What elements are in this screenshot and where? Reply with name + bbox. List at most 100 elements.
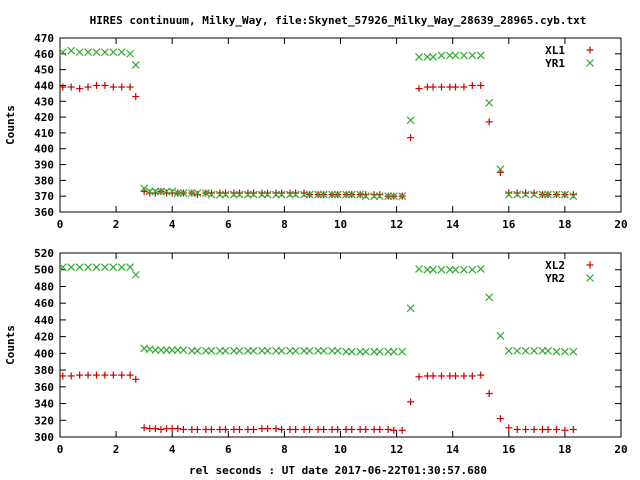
bottom-data-point [59, 372, 67, 380]
bottom-series-xl2 [59, 371, 577, 434]
bottom-data-point [362, 425, 370, 433]
top-data-point [452, 83, 460, 91]
x-axis-label: rel seconds : UT date 2017-06-22T01:30:5… [189, 464, 487, 477]
bottom-panel: 300 320 340 360 380 400 420 440 460 480 500 520 0 2 4 6… [4, 247, 628, 456]
bottom-x-tick-label: 10 [334, 443, 347, 456]
bottom-data-point [162, 346, 171, 354]
bottom-data-point [250, 425, 258, 433]
bottom-data-point [552, 425, 560, 433]
bottom-data-point [437, 372, 445, 380]
bottom-y-tick-label: 460 [34, 297, 54, 310]
top-data-point [530, 189, 538, 197]
bottom-data-point [193, 346, 202, 355]
top-y-tick-label: 460 [34, 48, 54, 61]
top-data-point [291, 190, 300, 199]
top-data-point [263, 190, 272, 199]
top-data-point [406, 116, 415, 125]
top-data-point [375, 192, 384, 201]
bottom-data-point [300, 346, 308, 355]
top-data-point [319, 190, 328, 199]
top-data-point [84, 83, 92, 91]
bottom-data-point [429, 372, 437, 380]
bottom-data-point [569, 425, 577, 433]
bottom-data-point [314, 346, 322, 355]
bottom-data-point [544, 425, 552, 433]
top-x-tick-label: 16 [502, 218, 516, 231]
bottom-data-point [560, 347, 569, 356]
top-y-tick-label: 440 [34, 79, 54, 92]
bottom-axes: 300 320 340 360 380 400 420 440 460 480 500 520 0 2 4 6… [34, 247, 628, 456]
bottom-data-point [348, 425, 356, 433]
top-data-point [278, 189, 286, 197]
bottom-data-point [157, 425, 165, 433]
bottom-x-tick-label: 20 [614, 443, 627, 456]
bottom-data-point [132, 375, 140, 383]
top-data-point [236, 189, 244, 197]
bottom-data-point [101, 371, 109, 379]
bottom-data-point [244, 346, 252, 355]
bottom-data-point [376, 425, 384, 433]
top-data-point [173, 189, 182, 197]
bottom-data-point [451, 265, 460, 274]
top-data-point [445, 51, 454, 60]
bottom-y-tick-label: 440 [34, 314, 54, 327]
top-data-point [109, 48, 118, 57]
bottom-data-point [109, 371, 117, 379]
bottom-data-point [235, 346, 244, 355]
top-data-point [59, 83, 67, 91]
top-axes: 360 370 380 390 400 410 420 430 440 450 460 470 0 2 4 6… [34, 32, 628, 231]
bottom-y-tick-label: 480 [34, 280, 54, 293]
top-y-tick-label: 450 [34, 64, 54, 77]
bottom-x-tick-label: 18 [558, 443, 571, 456]
top-data-point [437, 51, 446, 60]
top-x-tick-label: 0 [57, 218, 64, 231]
top-data-point [485, 98, 494, 107]
bottom-data-point [193, 425, 201, 433]
top-data-point [179, 189, 188, 197]
top-data-point [415, 85, 423, 93]
bottom-data-point [496, 331, 505, 340]
bottom-data-point [229, 346, 238, 355]
top-data-point [92, 81, 100, 89]
bottom-data-point [179, 346, 188, 354]
top-data-point [235, 190, 244, 199]
top-y-tick-label: 420 [34, 111, 54, 124]
top-data-point [560, 190, 569, 199]
top-data-point [100, 48, 109, 57]
top-data-point [429, 53, 437, 61]
bottom-legend-marker [586, 274, 594, 282]
top-data-point [513, 189, 521, 197]
top-data-point [544, 190, 552, 199]
bottom-data-point [460, 372, 468, 380]
bottom-data-point [452, 372, 460, 380]
top-data-point [131, 60, 140, 69]
top-data-point [101, 81, 109, 89]
bottom-data-point [561, 426, 569, 434]
top-data-point [215, 190, 224, 199]
bottom-data-point [398, 426, 406, 434]
bottom-data-point [221, 425, 229, 433]
top-data-point [437, 83, 445, 91]
top-y-tick-label: 380 [34, 174, 54, 187]
bottom-data-point [157, 346, 165, 354]
bottom-x-tick-label: 12 [390, 443, 403, 456]
top-data-point [521, 190, 530, 199]
bottom-x-tick-label: 16 [502, 443, 516, 456]
top-data-point [109, 83, 117, 91]
top-data-point [92, 48, 101, 57]
top-x-tick-label: 6 [225, 218, 232, 231]
top-data-point [84, 48, 92, 57]
bottom-data-point [272, 425, 280, 433]
bottom-data-point [151, 346, 160, 354]
bottom-data-point [126, 371, 134, 379]
top-data-point [423, 53, 432, 61]
top-data-point [277, 190, 286, 199]
top-data-point [505, 189, 513, 197]
bottom-plot-frame [59, 252, 622, 438]
top-data-point [292, 189, 300, 197]
top-x-tick-label: 4 [169, 218, 176, 231]
bottom-data-point [375, 347, 384, 356]
bottom-data-point [513, 425, 521, 433]
top-y-tick-label: 470 [34, 32, 54, 45]
top-data-point [314, 190, 322, 199]
